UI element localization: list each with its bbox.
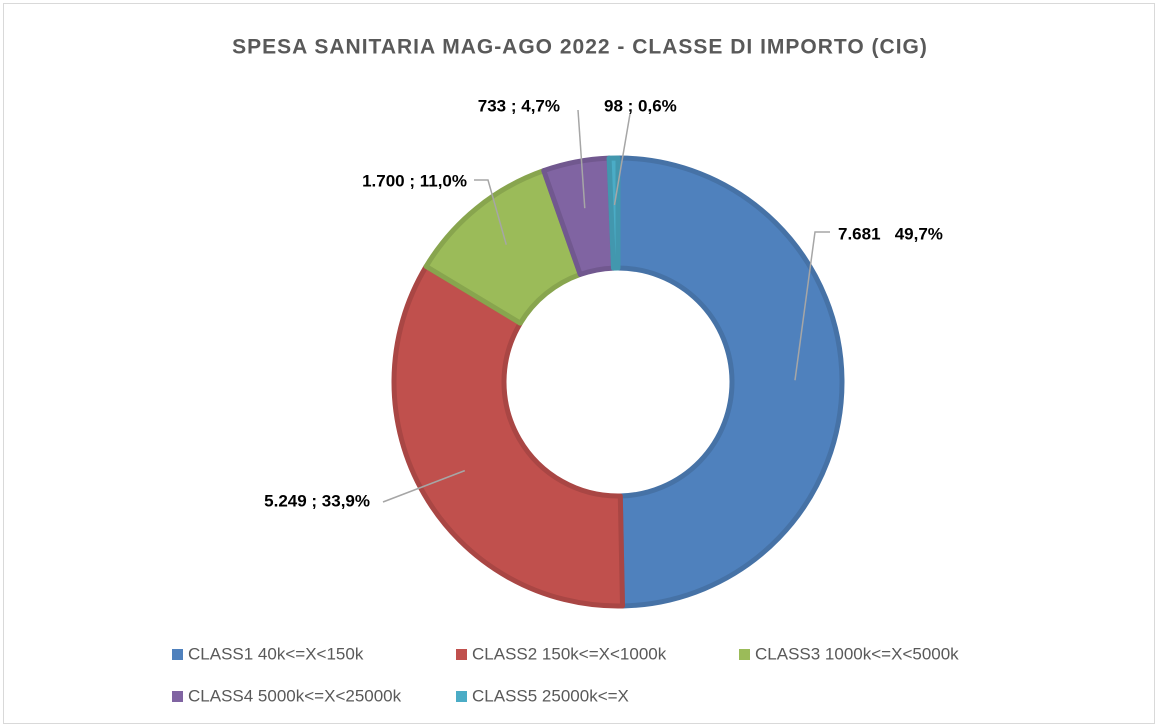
legend-swatch (456, 691, 467, 702)
data-label: 5.249 ; 33,9% (264, 491, 370, 510)
leader-line (382, 469, 466, 503)
donut-slice (391, 263, 626, 609)
legend-label: CLASS1 40k<=X<150k (188, 644, 364, 663)
legend-swatch (739, 649, 750, 660)
leader-line (613, 113, 631, 206)
legend-label: CLASS2 150k<=X<1000k (472, 644, 667, 663)
leader-line (474, 179, 507, 245)
chart-title: SPESA SANITARIA MAG-AGO 2022 - CLASSE DI… (232, 36, 928, 59)
data-label: 7.681 49,7% (838, 224, 943, 243)
legend-label: CLASS3 1000k<=X<5000k (755, 644, 959, 663)
chart-border (3, 3, 1155, 724)
legend-label: CLASS5 25000k<=X (472, 686, 629, 705)
leader-line (794, 231, 830, 381)
legend-swatch (456, 649, 467, 660)
donut-slice (606, 155, 621, 271)
data-label: 1.700 ; 11,0% (362, 171, 467, 190)
legend-swatch (172, 691, 183, 702)
data-label: 733 ; 4,7% (478, 96, 560, 115)
legend-swatch (172, 649, 183, 660)
data-label: 98 ; 0,6% (604, 96, 677, 115)
donut-slice (615, 155, 845, 609)
legend-label: CLASS4 5000k<=X<25000k (188, 686, 402, 705)
leader-line (577, 109, 586, 209)
